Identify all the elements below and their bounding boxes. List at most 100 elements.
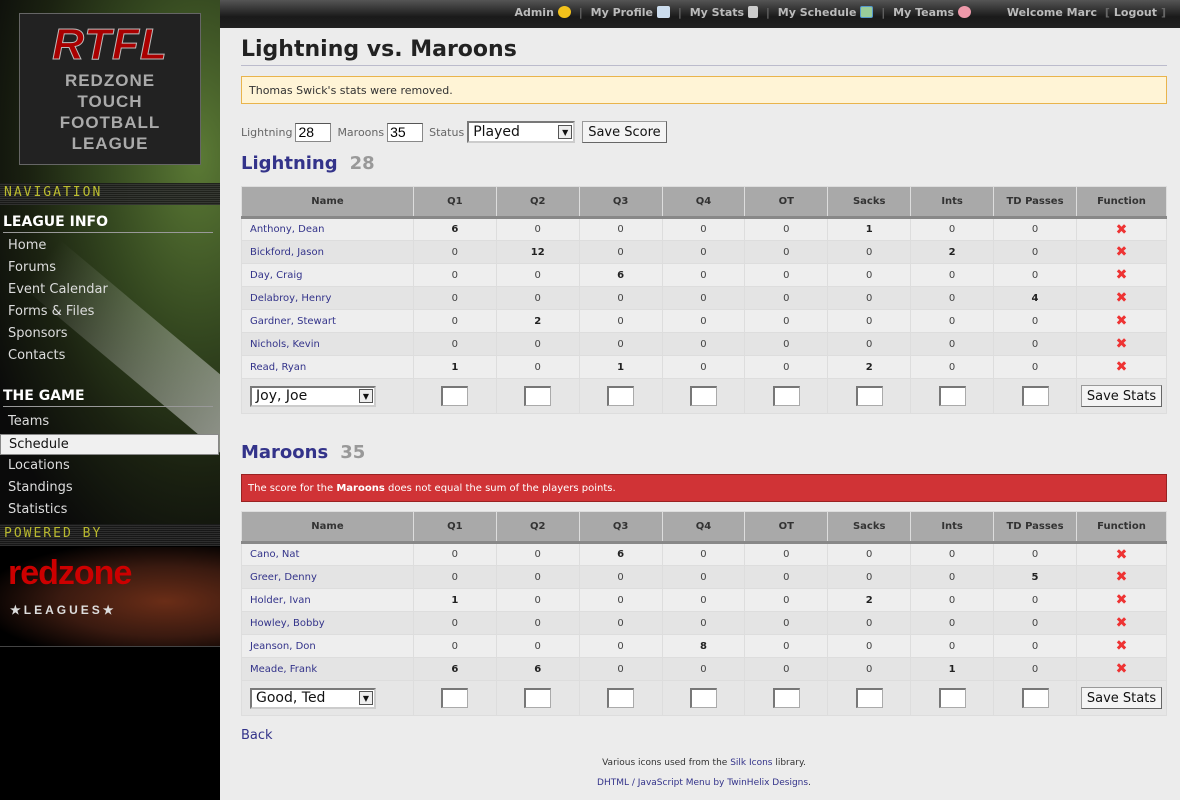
delete-icon[interactable]: ✖	[1115, 221, 1128, 238]
delete-icon[interactable]: ✖	[1115, 569, 1128, 585]
stat-input[interactable]	[772, 688, 800, 708]
table-row: Delabroy, Henry 0 0 0 0 0 0 0 4 ✖	[241, 286, 1168, 310]
column-header[interactable]: TD Passes	[993, 511, 1077, 544]
player-name-link[interactable]: Jeanson, Don	[241, 634, 414, 658]
stat-input[interactable]	[938, 688, 966, 708]
sidebar-item-home[interactable]: Home	[8, 238, 47, 253]
column-header[interactable]: Q2	[495, 511, 580, 544]
stat-input[interactable]	[689, 688, 717, 708]
my-schedule-link[interactable]: My Schedule	[777, 6, 857, 19]
sidebar-item-schedule[interactable]: Schedule	[0, 434, 219, 455]
player-name-link[interactable]: Holder, Ivan	[241, 588, 414, 612]
sidebar-item-sponsors[interactable]: Sponsors	[8, 326, 68, 341]
stat-input[interactable]	[938, 386, 966, 406]
save-stats-button[interactable]: Save Stats	[1080, 385, 1163, 407]
my-profile-link[interactable]: My Profile	[590, 6, 653, 19]
stat-input[interactable]	[607, 386, 635, 406]
player-name-link[interactable]: Gardner, Stewart	[241, 309, 414, 333]
stat-input[interactable]	[441, 386, 469, 406]
stat-input[interactable]	[1021, 688, 1049, 708]
delete-icon[interactable]: ✖	[1115, 244, 1128, 260]
save-score-button[interactable]: Save Score	[582, 121, 667, 143]
sidebar-item-forms-files[interactable]: Forms & Files	[8, 304, 95, 319]
welcome-text: Welcome Marc	[1006, 6, 1097, 19]
stat-cell: 12	[495, 240, 580, 264]
player-select[interactable]: Joy, Joe ▼	[250, 385, 376, 407]
column-header[interactable]: Function	[1075, 511, 1168, 544]
status-select[interactable]: Played ▼	[467, 121, 576, 143]
stat-input[interactable]	[855, 688, 883, 708]
column-header[interactable]: TD Passes	[993, 186, 1077, 219]
player-name-link[interactable]: Anthony, Dean	[241, 217, 414, 241]
player-name-link[interactable]: Cano, Nat	[241, 542, 414, 566]
stat-input[interactable]	[524, 688, 552, 708]
my-stats-link[interactable]: My Stats	[689, 6, 745, 19]
column-header[interactable]: Function	[1075, 186, 1168, 219]
player-name-link[interactable]: Nichols, Kevin	[241, 332, 414, 356]
redzone-leagues-logo[interactable]: redzone ★LEAGUES★	[0, 547, 220, 647]
delete-icon[interactable]: ✖	[1115, 592, 1128, 608]
player-name-link[interactable]: Day, Craig	[241, 263, 414, 287]
sidebar-item-forums[interactable]: Forums	[8, 260, 56, 275]
rtfl-logo[interactable]: RTFL REDZONE TOUCH FOOTBALL LEAGUE	[19, 13, 201, 165]
column-header[interactable]: Q3	[578, 511, 663, 544]
sidebar-item-statistics[interactable]: Statistics	[8, 502, 68, 517]
column-header[interactable]: Q2	[495, 186, 580, 219]
stat-cell: 0	[744, 542, 829, 566]
column-header[interactable]: Ints	[910, 186, 995, 219]
stat-input-cell	[661, 680, 746, 716]
player-name-link[interactable]: Bickford, Jason	[241, 240, 414, 264]
table-header: Name Q1 Q2 Q3 Q4 OT Sacks Ints TD Passes Function	[241, 511, 1168, 544]
column-header[interactable]: Q4	[661, 186, 746, 219]
player-select[interactable]: Good, Ted ▼	[250, 687, 376, 709]
column-header[interactable]: Ints	[910, 511, 995, 544]
player-name-link[interactable]: Greer, Denny	[241, 565, 414, 589]
player-name-link[interactable]: Delabroy, Henry	[241, 286, 414, 310]
silk-icons-link[interactable]: Silk Icons	[730, 758, 773, 768]
sidebar-item-contacts[interactable]: Contacts	[8, 348, 66, 363]
column-header[interactable]: OT	[744, 186, 829, 219]
delete-icon[interactable]: ✖	[1115, 267, 1128, 283]
delete-icon[interactable]: ✖	[1115, 546, 1128, 563]
column-header[interactable]: Name	[241, 186, 414, 219]
column-header[interactable]: Sacks	[827, 511, 912, 544]
delete-icon[interactable]: ✖	[1115, 290, 1128, 306]
sidebar-item-locations[interactable]: Locations	[8, 458, 70, 473]
delete-icon[interactable]: ✖	[1115, 661, 1128, 677]
stat-input[interactable]	[689, 386, 717, 406]
back-link[interactable]: Back	[241, 728, 273, 743]
column-header[interactable]: Name	[241, 511, 414, 544]
delete-icon[interactable]: ✖	[1115, 359, 1128, 375]
column-header[interactable]: Q4	[661, 511, 746, 544]
away-score-input[interactable]	[387, 122, 424, 142]
player-name-link[interactable]: Read, Ryan	[241, 355, 414, 379]
admin-link[interactable]: Admin	[514, 6, 554, 19]
add-player-row: Joy, Joe ▼ Save Stats	[241, 378, 1168, 414]
stat-cell: 0	[827, 263, 912, 287]
sidebar-item-teams[interactable]: Teams	[8, 414, 50, 429]
player-name-link[interactable]: Meade, Frank	[241, 657, 414, 681]
my-teams-link[interactable]: My Teams	[893, 6, 955, 19]
column-header[interactable]: Q1	[412, 511, 497, 544]
logout-link[interactable]: Logout	[1113, 6, 1157, 19]
delete-icon[interactable]: ✖	[1115, 638, 1128, 654]
column-header[interactable]: OT	[744, 511, 829, 544]
column-header[interactable]: Q1	[412, 186, 497, 219]
sidebar-item-standings[interactable]: Standings	[8, 480, 73, 495]
delete-icon[interactable]: ✖	[1115, 313, 1128, 329]
home-score-input[interactable]	[295, 122, 332, 142]
twinhelix-link[interactable]: DHTML / JavaScript Menu by TwinHelix Des…	[597, 778, 809, 788]
save-stats-button[interactable]: Save Stats	[1080, 687, 1163, 709]
stat-input[interactable]	[441, 688, 469, 708]
player-name-link[interactable]: Howley, Bobby	[241, 611, 414, 635]
stat-input[interactable]	[524, 386, 552, 406]
stat-input[interactable]	[607, 688, 635, 708]
delete-icon[interactable]: ✖	[1115, 336, 1128, 352]
stat-input[interactable]	[772, 386, 800, 406]
stat-input[interactable]	[855, 386, 883, 406]
delete-icon[interactable]: ✖	[1115, 615, 1128, 631]
sidebar-item-event-calendar[interactable]: Event Calendar	[8, 282, 108, 297]
stat-input[interactable]	[1021, 386, 1049, 406]
column-header[interactable]: Sacks	[827, 186, 912, 219]
column-header[interactable]: Q3	[578, 186, 663, 219]
